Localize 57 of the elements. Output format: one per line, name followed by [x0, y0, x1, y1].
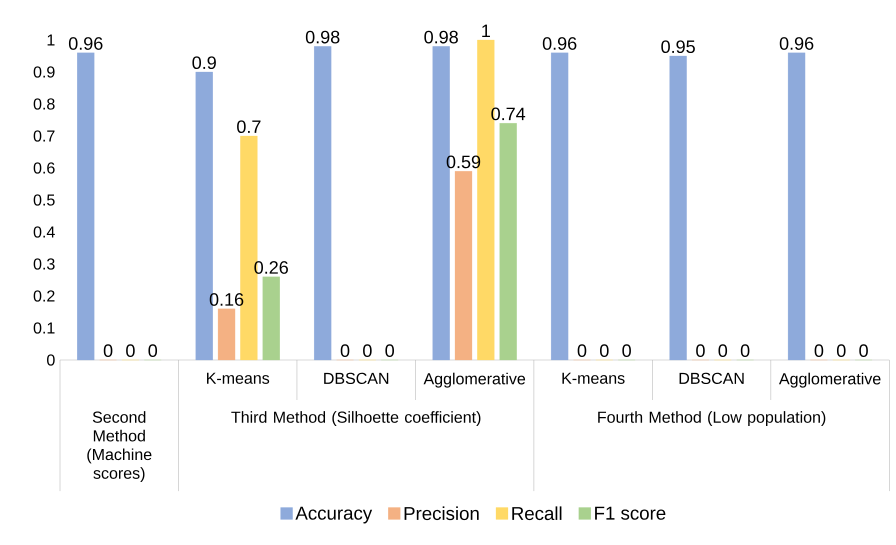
bar: [314, 46, 332, 360]
y-tick-label: 0.2: [34, 290, 54, 302]
data-label: 0: [814, 344, 824, 358]
data-label: 0.98: [424, 30, 458, 44]
data-label: 0: [859, 344, 868, 358]
legend-label: Precision: [404, 506, 479, 520]
x-tick-label: DBSCAN: [324, 372, 388, 384]
data-label: 0: [340, 344, 350, 358]
data-label: 0.96: [68, 37, 102, 50]
bar: [500, 123, 517, 360]
x-tick-label: Agglomerative: [424, 372, 526, 388]
y-tick-label: 1: [48, 34, 55, 46]
data-label: 1: [482, 24, 490, 38]
bar: [262, 276, 280, 360]
x-tick-label: K-means: [207, 372, 270, 384]
legend-label: Recall: [512, 506, 562, 520]
data-label: 0: [696, 344, 705, 358]
data-label: 0.95: [661, 40, 695, 54]
x-tick-label: K-means: [562, 372, 625, 384]
y-tick-label: 0.7: [34, 130, 54, 142]
bar: [218, 308, 236, 360]
y-tick-label: 0.4: [34, 226, 55, 238]
y-tick-label: 0.3: [34, 258, 55, 270]
bar: [77, 52, 94, 360]
data-label: 0: [385, 344, 394, 358]
data-label: 0: [600, 344, 609, 358]
x-tick-label: Agglomerative: [778, 372, 880, 388]
y-tick-label: 0.5: [34, 194, 55, 206]
y-tick-label: 0.1: [34, 322, 55, 334]
y-tick-label: 0.8: [34, 98, 55, 110]
y-tick-label: 0: [47, 354, 55, 366]
bar: [454, 171, 472, 360]
data-label: 0: [836, 344, 846, 358]
legend-label: Accuracy: [295, 506, 372, 524]
data-label: 0: [622, 344, 631, 358]
text: Fourth Method (Low population): [598, 411, 826, 426]
legend-label: F1 score: [595, 506, 666, 520]
data-label: 0: [104, 344, 112, 358]
data-label: 0.98: [306, 30, 340, 44]
data-label: 0.9: [192, 56, 216, 70]
data-label: 0.96: [542, 37, 576, 50]
y-tick-label: 0.9: [34, 66, 55, 78]
text: Third Method (Silhoette coefficient): [231, 411, 480, 426]
bar: [669, 56, 687, 360]
y-tick-label: 0.6: [34, 162, 55, 174]
bar: [551, 52, 568, 360]
data-label: 0: [718, 344, 728, 358]
data-label: 0: [740, 344, 750, 358]
data-label: 0.96: [780, 37, 814, 50]
data-label: 0: [578, 344, 586, 358]
x-tick-label: DBSCAN: [680, 372, 744, 384]
bar: [788, 52, 806, 360]
data-label: 0: [148, 344, 158, 358]
data-label: 0.7: [237, 120, 261, 134]
text: Second Method (Machine scores): [87, 411, 152, 482]
data-label: 0: [126, 344, 135, 358]
data-label: 0: [363, 344, 372, 358]
